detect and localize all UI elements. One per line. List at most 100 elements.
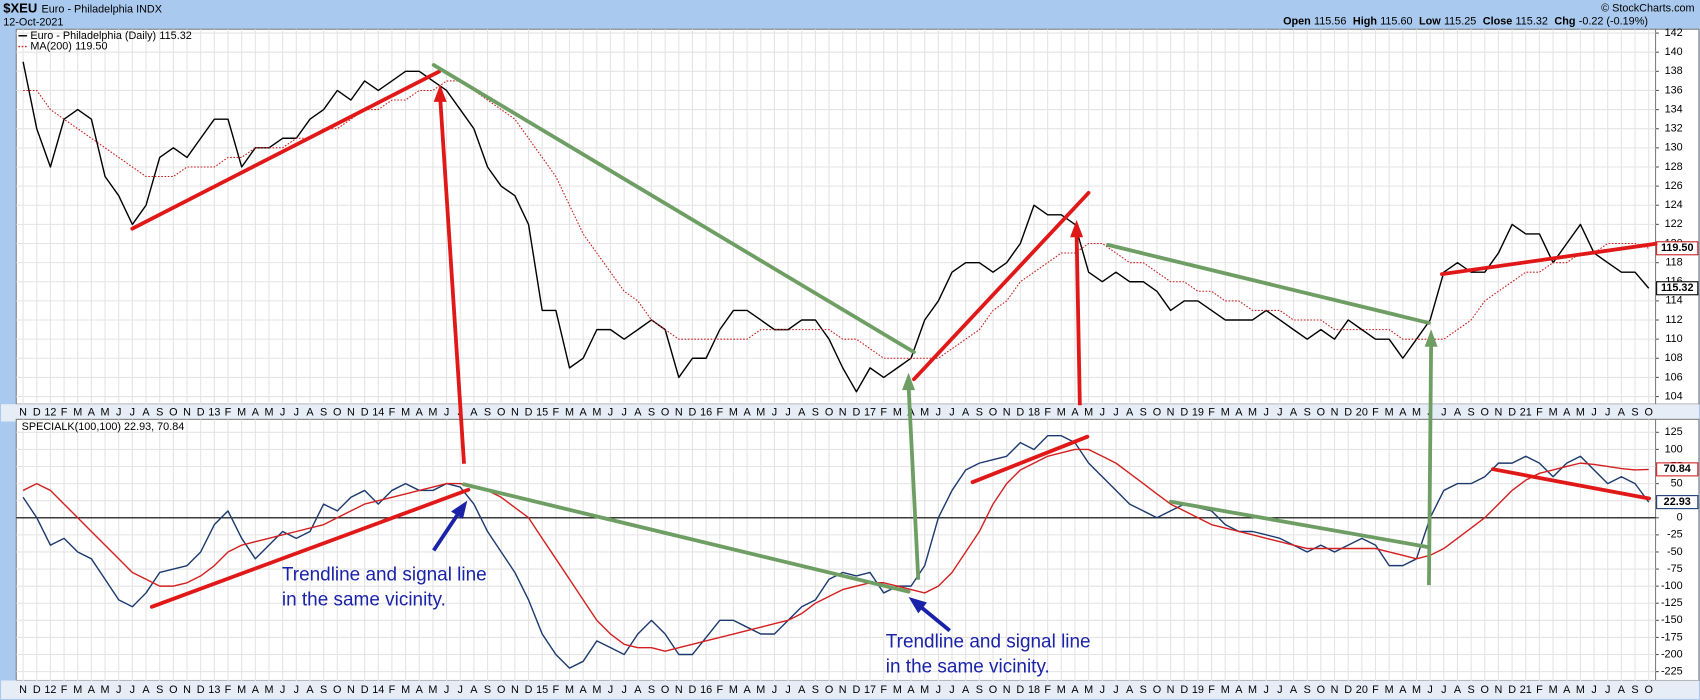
- value-badge: [1656, 462, 1699, 477]
- x-tick-label: D: [197, 407, 205, 419]
- y-tick-label: 130: [1665, 142, 1683, 154]
- x-tick-label: A: [798, 684, 806, 696]
- x-tick-label: J: [1441, 684, 1446, 696]
- x-tick-label: M: [729, 684, 738, 696]
- x-tick-label: M: [73, 407, 82, 419]
- arrow: [1427, 342, 1434, 586]
- y-tick-label: -175: [1661, 631, 1683, 643]
- x-tick-label: N: [1495, 407, 1503, 419]
- x-tick-label: J: [1605, 684, 1610, 696]
- x-tick-label: J: [621, 684, 626, 696]
- x-tick-label: M: [401, 684, 410, 696]
- x-tick-label: M: [1084, 407, 1093, 419]
- y-tick-label: 0: [1677, 512, 1683, 524]
- x-tick-label: M: [893, 684, 902, 696]
- x-tick-label: D: [1508, 407, 1516, 419]
- x-tick-label: O: [1317, 684, 1325, 696]
- y-tick-label: -50: [1667, 546, 1683, 558]
- panels: ND12FMAMJJASOND13FMAMJJASOND14FMAMJJASON…: [1, 27, 1700, 699]
- x-tick-label: D: [1344, 407, 1352, 419]
- x-tick-label: D: [689, 407, 697, 419]
- x-tick-label: A: [88, 407, 96, 419]
- x-tick-label: 14: [372, 407, 384, 419]
- x-tick-label: 21: [1520, 684, 1532, 696]
- x-tick-label: N: [1167, 407, 1175, 419]
- x-tick-label: 18: [1028, 407, 1040, 419]
- x-tick-label: O: [1153, 407, 1161, 419]
- x-tick-label: A: [1126, 684, 1134, 696]
- x-tick-label: A: [1235, 684, 1243, 696]
- x-tick-label: 20: [1356, 684, 1368, 696]
- y-tick-label: 100: [1665, 443, 1683, 455]
- trendline: [912, 190, 1091, 382]
- x-tick-label: D: [1180, 407, 1188, 419]
- y-axis-area: [1655, 28, 1700, 405]
- trendline: [1491, 467, 1651, 501]
- x-tick-label: J: [294, 407, 299, 419]
- x-tick-label: N: [1495, 684, 1503, 696]
- x-tick-label: 18: [1028, 684, 1040, 696]
- x-tick-label: A: [416, 407, 424, 419]
- x-tick-label: J: [785, 407, 790, 419]
- value-badge-label: 115.32: [1661, 282, 1694, 294]
- x-tick-label: A: [306, 407, 314, 419]
- x-tick-label: M: [920, 684, 929, 696]
- x-tick-label: M: [1084, 684, 1093, 696]
- x-tick-label: F: [1208, 407, 1215, 419]
- quote-label: Low: [1419, 16, 1441, 28]
- x-tick-label: J: [280, 407, 285, 419]
- x-tick-label: J: [936, 684, 941, 696]
- y-tick-label: 134: [1665, 103, 1683, 115]
- y-tick-label: 140: [1665, 46, 1683, 58]
- annotation: Trendline and signal line: [282, 564, 487, 585]
- x-tick-label: D: [525, 684, 533, 696]
- x-tick-label: O: [497, 407, 505, 419]
- x-tick-label: J: [621, 407, 626, 419]
- x-tick-label: S: [484, 684, 491, 696]
- x-tick-label: O: [1481, 407, 1489, 419]
- x-tick-label: S: [484, 407, 491, 419]
- x-tick-label: N: [183, 407, 191, 419]
- x-tick-label: S: [1631, 684, 1638, 696]
- value-badge-label: 119.50: [1661, 242, 1694, 254]
- x-tick-label: F: [1372, 407, 1379, 419]
- arrowhead: [433, 84, 447, 102]
- x-tick-label: A: [1563, 407, 1571, 419]
- x-tick-label: S: [648, 407, 655, 419]
- x-tick-label: J: [294, 684, 299, 696]
- x-tick-label: F: [553, 684, 560, 696]
- x-tick-label: O: [989, 407, 997, 419]
- x-tick-label: M: [401, 407, 410, 419]
- legend-entry: Euro - Philadelphia (Daily) 115.32: [30, 30, 191, 42]
- y-tick-label: 126: [1665, 180, 1683, 192]
- quote-value: 115.32: [1516, 16, 1548, 28]
- x-tick-label: O: [1481, 684, 1489, 696]
- quote-label: Open: [1283, 16, 1311, 28]
- x-tick-label: 16: [700, 684, 712, 696]
- trendline: [462, 482, 911, 594]
- y-tick-label: 125: [1665, 426, 1683, 438]
- x-tick-label: M: [428, 407, 437, 419]
- legend: SPECIALK(100,100) 22.93, 70.84: [22, 421, 185, 433]
- x-tick-label: J: [1100, 684, 1105, 696]
- x-tick-label: M: [592, 684, 601, 696]
- x-tick-label: J: [444, 684, 449, 696]
- x-tick-label: A: [1290, 684, 1298, 696]
- x-tick-label: M: [101, 407, 110, 419]
- x-tick-label: D: [689, 684, 697, 696]
- x-tick-label: A: [962, 684, 970, 696]
- x-tick-label: S: [1468, 684, 1475, 696]
- y-tick-label: -225: [1661, 665, 1683, 677]
- x-tick-label: J: [116, 407, 121, 419]
- x-tick-label: 13: [208, 407, 220, 419]
- symbol: $XEU: [3, 1, 37, 16]
- x-tick-label: D: [361, 684, 369, 696]
- series-line: [22, 448, 1649, 652]
- y-tick-label: 50: [1671, 477, 1683, 489]
- annotation: Trendline and signal line: [886, 632, 1091, 653]
- x-tick-label: O: [169, 407, 177, 419]
- x-tick-label: 12: [44, 684, 56, 696]
- x-tick-label: D: [1344, 684, 1352, 696]
- x-tick-label: M: [428, 684, 437, 696]
